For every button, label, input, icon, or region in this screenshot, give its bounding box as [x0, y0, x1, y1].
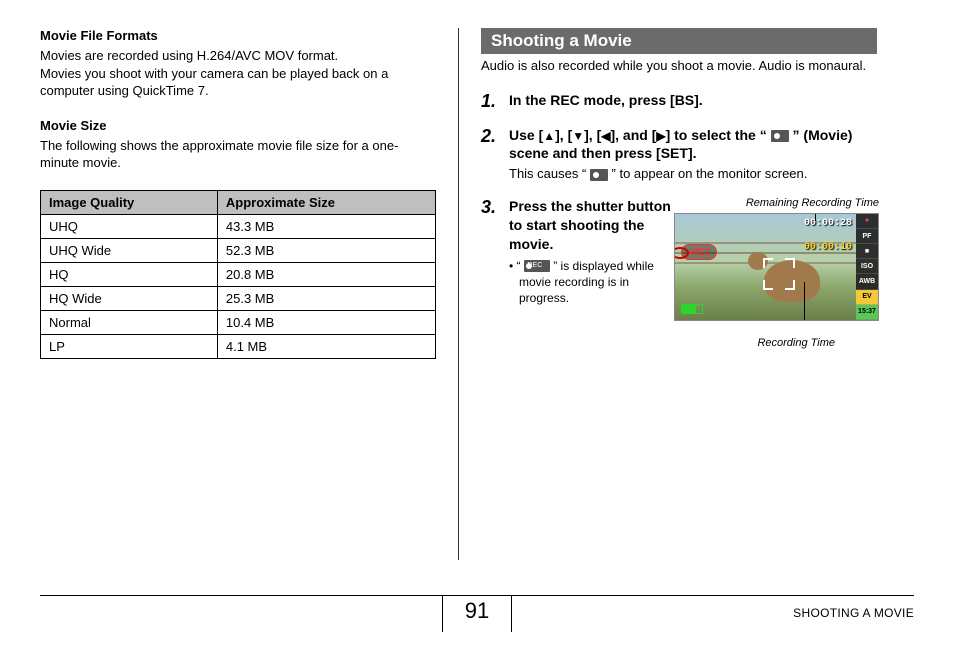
- table-row: Normal10.4 MB: [41, 310, 436, 334]
- side-pf: PF: [856, 229, 878, 244]
- page-number: 91: [442, 596, 512, 632]
- rec-badge: ●REC: [681, 244, 717, 260]
- left-column: Movie File Formats Movies are recorded u…: [40, 28, 458, 560]
- movie-size-table: Image Quality Approximate Size UHQ43.3 M…: [40, 190, 436, 359]
- callout-line-bottom: [804, 282, 805, 321]
- step-bullet: • “ REC ” is displayed while movie recor…: [509, 258, 674, 307]
- col-header-size: Approximate Size: [217, 190, 435, 214]
- step-number: 1.: [481, 91, 509, 112]
- section-intro: Audio is also recorded while you shoot a…: [481, 57, 877, 75]
- table-row: UHQ Wide52.3 MB: [41, 238, 436, 262]
- heading-file-formats: Movie File Formats: [40, 28, 436, 43]
- movie-scene-icon: [771, 130, 789, 142]
- table-row: LP4.1 MB: [41, 334, 436, 358]
- caption-recording-time: Recording Time: [674, 337, 835, 349]
- table-row: HQ Wide25.3 MB: [41, 286, 436, 310]
- heading-movie-size: Movie Size: [40, 118, 436, 133]
- step-note: This causes “ ” to appear on the monitor…: [509, 165, 877, 183]
- page-footer: 91 SHOOTING A MOVIE: [40, 595, 914, 632]
- step-title: Use [▲], [▼], [◀], and [▶] to select the…: [509, 126, 877, 164]
- side-movie-icon: ●: [856, 214, 878, 229]
- paragraph-movie-size: The following shows the approximate movi…: [40, 137, 436, 172]
- movie-scene-icon: [590, 169, 608, 181]
- remaining-time-readout: 00:00:28: [804, 218, 852, 229]
- up-arrow-icon: ▲: [543, 129, 555, 143]
- right-arrow-icon: ▶: [656, 129, 665, 143]
- side-ev: EV: [856, 290, 878, 305]
- step-number: 3.: [481, 197, 509, 349]
- recording-time-readout: 00:00:10: [804, 242, 852, 253]
- col-header-quality: Image Quality: [41, 190, 218, 214]
- side-iso: ISO: [856, 259, 878, 274]
- table-row: HQ20.8 MB: [41, 262, 436, 286]
- right-column: Shooting a Movie Audio is also recorded …: [459, 28, 877, 560]
- step-2: 2. Use [▲], [▼], [◀], and [▶] to select …: [481, 126, 877, 183]
- paragraph-file-formats: Movies are recorded using H.264/AVC MOV …: [40, 47, 436, 100]
- step-title: Press the shutter button to start shooti…: [509, 197, 674, 254]
- callout-line-top: [815, 213, 816, 221]
- step-3: 3. Press the shutter button to start sho…: [481, 197, 877, 349]
- lcd-side-panel: ● PF ■ ISO AWB EV 15:37: [856, 214, 878, 320]
- caption-remaining-time: Remaining Recording Time: [674, 197, 879, 209]
- steps-list: 1. In the REC mode, press [BS]. 2. Use […: [481, 91, 877, 349]
- section-title-bar: Shooting a Movie: [481, 28, 877, 54]
- focus-frame-icon: [763, 258, 781, 276]
- side-flash-icon: ■: [856, 244, 878, 259]
- step-title: In the REC mode, press [BS].: [509, 91, 877, 110]
- lcd-screen: 00:00:28 00:00:10 ●REC ● PF ■ ISO: [674, 213, 879, 321]
- battery-icon: [681, 304, 703, 314]
- step-number: 2.: [481, 126, 509, 183]
- lcd-illustration-wrap: 00:00:28 00:00:10 ●REC ● PF ■ ISO: [674, 213, 879, 321]
- footer-section-label: SHOOTING A MOVIE: [793, 606, 914, 620]
- table-row: UHQ43.3 MB: [41, 214, 436, 238]
- rec-indicator-icon: REC: [524, 260, 550, 272]
- page-content: Movie File Formats Movies are recorded u…: [0, 0, 954, 560]
- side-awb: AWB: [856, 274, 878, 289]
- step-1: 1. In the REC mode, press [BS].: [481, 91, 877, 112]
- down-arrow-icon: ▼: [572, 129, 584, 143]
- side-clock: 15:37: [856, 305, 878, 320]
